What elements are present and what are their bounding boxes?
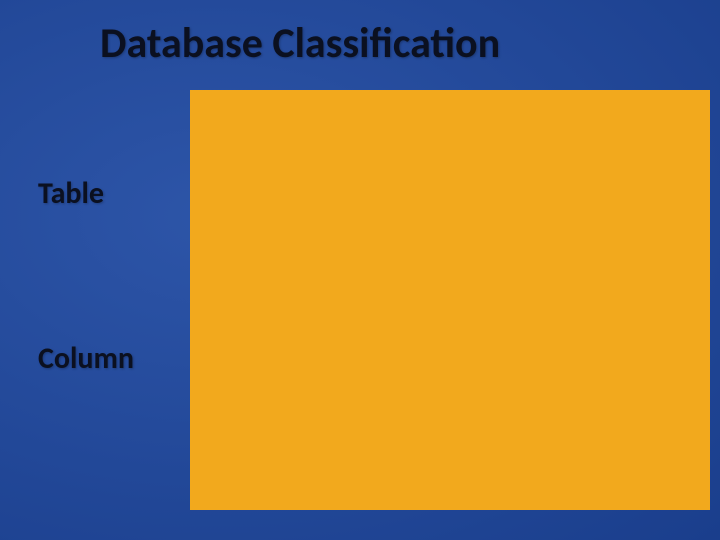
- label-table: Table: [38, 175, 104, 212]
- content-panel: [190, 90, 710, 510]
- slide: Database Classification Table Column: [0, 0, 720, 540]
- label-column: Column: [38, 340, 134, 377]
- slide-title: Database Classification: [100, 18, 500, 69]
